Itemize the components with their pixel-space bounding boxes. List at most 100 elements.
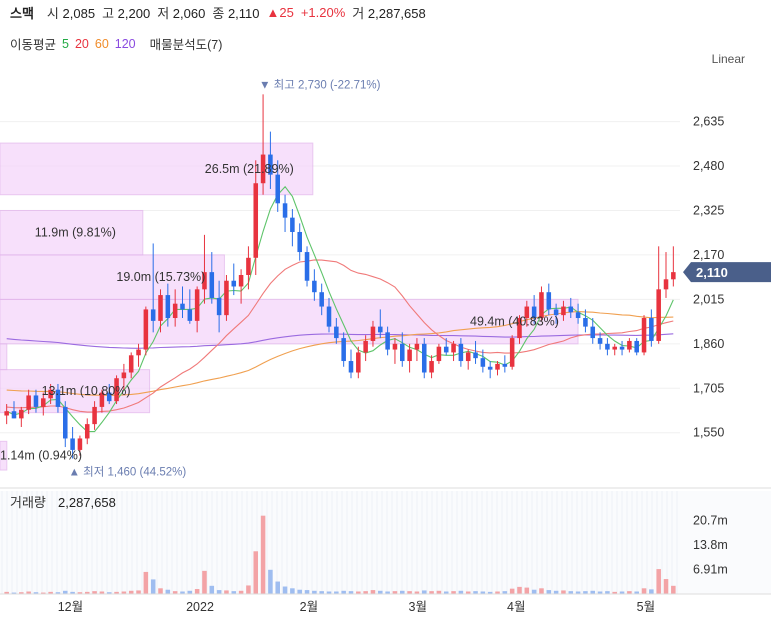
close-label: 종 [212,5,225,21]
volume-bar [246,585,251,594]
candle-body [392,343,398,350]
candle-body [627,340,632,350]
volume-bar [297,589,302,594]
ma-5[interactable]: 5 [62,36,69,51]
candle-body [246,257,251,275]
volume-bar [429,591,434,594]
volume-tick-label: 6.91m [693,562,728,576]
candle-body [436,346,442,362]
candle-body [363,340,368,353]
candle-body [480,358,486,367]
volume-profile-toggle[interactable]: 매물분석도(7) [149,38,223,52]
volume-bar [209,585,215,594]
candle-body [414,343,420,350]
price-tick-label: 1,860 [693,337,724,351]
volume-bar [487,591,493,594]
candle-body [546,292,552,310]
volume-bar [136,590,141,594]
volume-bar [531,589,537,594]
volume-bar [70,591,75,594]
candle-body [165,295,171,319]
candle-body [304,252,310,281]
volume-bar [421,590,427,594]
candle-body [524,306,530,319]
scale-toggle[interactable]: Linear [711,52,745,66]
open-quote: 시 2,085 [47,3,95,22]
candle-body [553,309,559,316]
volume-bar [114,591,119,594]
ma-60[interactable]: 60 [94,36,109,51]
candle-body [99,392,105,407]
volume-profile-bar [0,440,8,471]
volume-bar [224,590,229,594]
candle-body [443,346,449,353]
volume-bar [92,591,97,594]
candle-body [106,392,112,402]
volume-bar [583,591,588,594]
volume-bar [128,590,134,594]
volume-bar [663,579,669,594]
volume-bar [253,551,259,594]
volume-bar [370,590,376,594]
volume-bar [568,591,574,594]
stock-name: 스맥 [10,5,34,21]
candle-body [649,318,654,341]
candle-body [539,292,544,319]
candle-body [136,349,141,356]
candle-body [663,279,669,290]
volume-profile-bar [0,142,314,196]
candle-body [561,306,566,316]
ma-120[interactable]: 120 [114,36,136,51]
volume-bar [304,590,310,594]
candle-body [290,217,295,232]
volume-profile-label: 11.9m (9.81%) [35,226,116,240]
volume-bar [590,590,596,594]
low-label: 저 [157,5,170,21]
time-tick-label: 5월 [637,600,655,614]
volume-bar [19,592,24,594]
volume-bar [121,591,127,594]
volume-bar [158,588,163,594]
candle-body [4,411,9,416]
time-tick-label: 12월 [58,600,83,614]
candle-body [70,438,75,450]
time-tick-label: 2022 [186,600,214,614]
candle-body [297,231,302,253]
candle-body [238,275,244,287]
volume-bar [619,591,625,594]
volume-current: 2,287,658 [58,495,116,510]
volume-bar [33,592,39,594]
candle-body [502,363,508,367]
volume-bar [656,569,661,594]
candle-body [92,406,97,425]
quote-header: 스맥 시 2,085 고 2,200 저 2,060 종 2,110 ▲25 +… [10,3,426,21]
candle-body [187,309,193,321]
candle-body [253,183,259,258]
candle-body [55,389,61,407]
ma-20[interactable]: 20 [74,36,89,51]
candle-body [268,154,273,175]
volume-bar [77,592,83,594]
volume-profile-label: 19.0m (15.73%) [116,270,205,284]
volume-quote: 거 2,287,658 [352,3,425,22]
candle-body [84,424,90,439]
volume-profile-label: 13.1m (10.80%) [42,384,131,398]
time-tick-label: 4월 [507,600,525,614]
volume-bar [106,592,112,594]
volume-bar [290,588,295,594]
volume-bar [385,591,390,594]
candle-body [575,312,581,319]
volume-bar [282,586,288,594]
volume-bar [458,590,464,594]
volume-bar [150,579,156,594]
volume-profile-label: 49.4m (40.83%) [470,315,559,329]
price-tick-label: 1,550 [693,426,724,440]
candle-body [487,366,493,370]
candle-body [429,361,434,373]
price-tick-label: 1,705 [693,381,724,395]
volume-bar [546,590,552,594]
moving-average-legend[interactable]: 이동평균 5 20 60 120 매물분석도(7) [10,34,222,53]
open-value: 2,085 [62,5,96,21]
volume-bar [612,591,617,594]
